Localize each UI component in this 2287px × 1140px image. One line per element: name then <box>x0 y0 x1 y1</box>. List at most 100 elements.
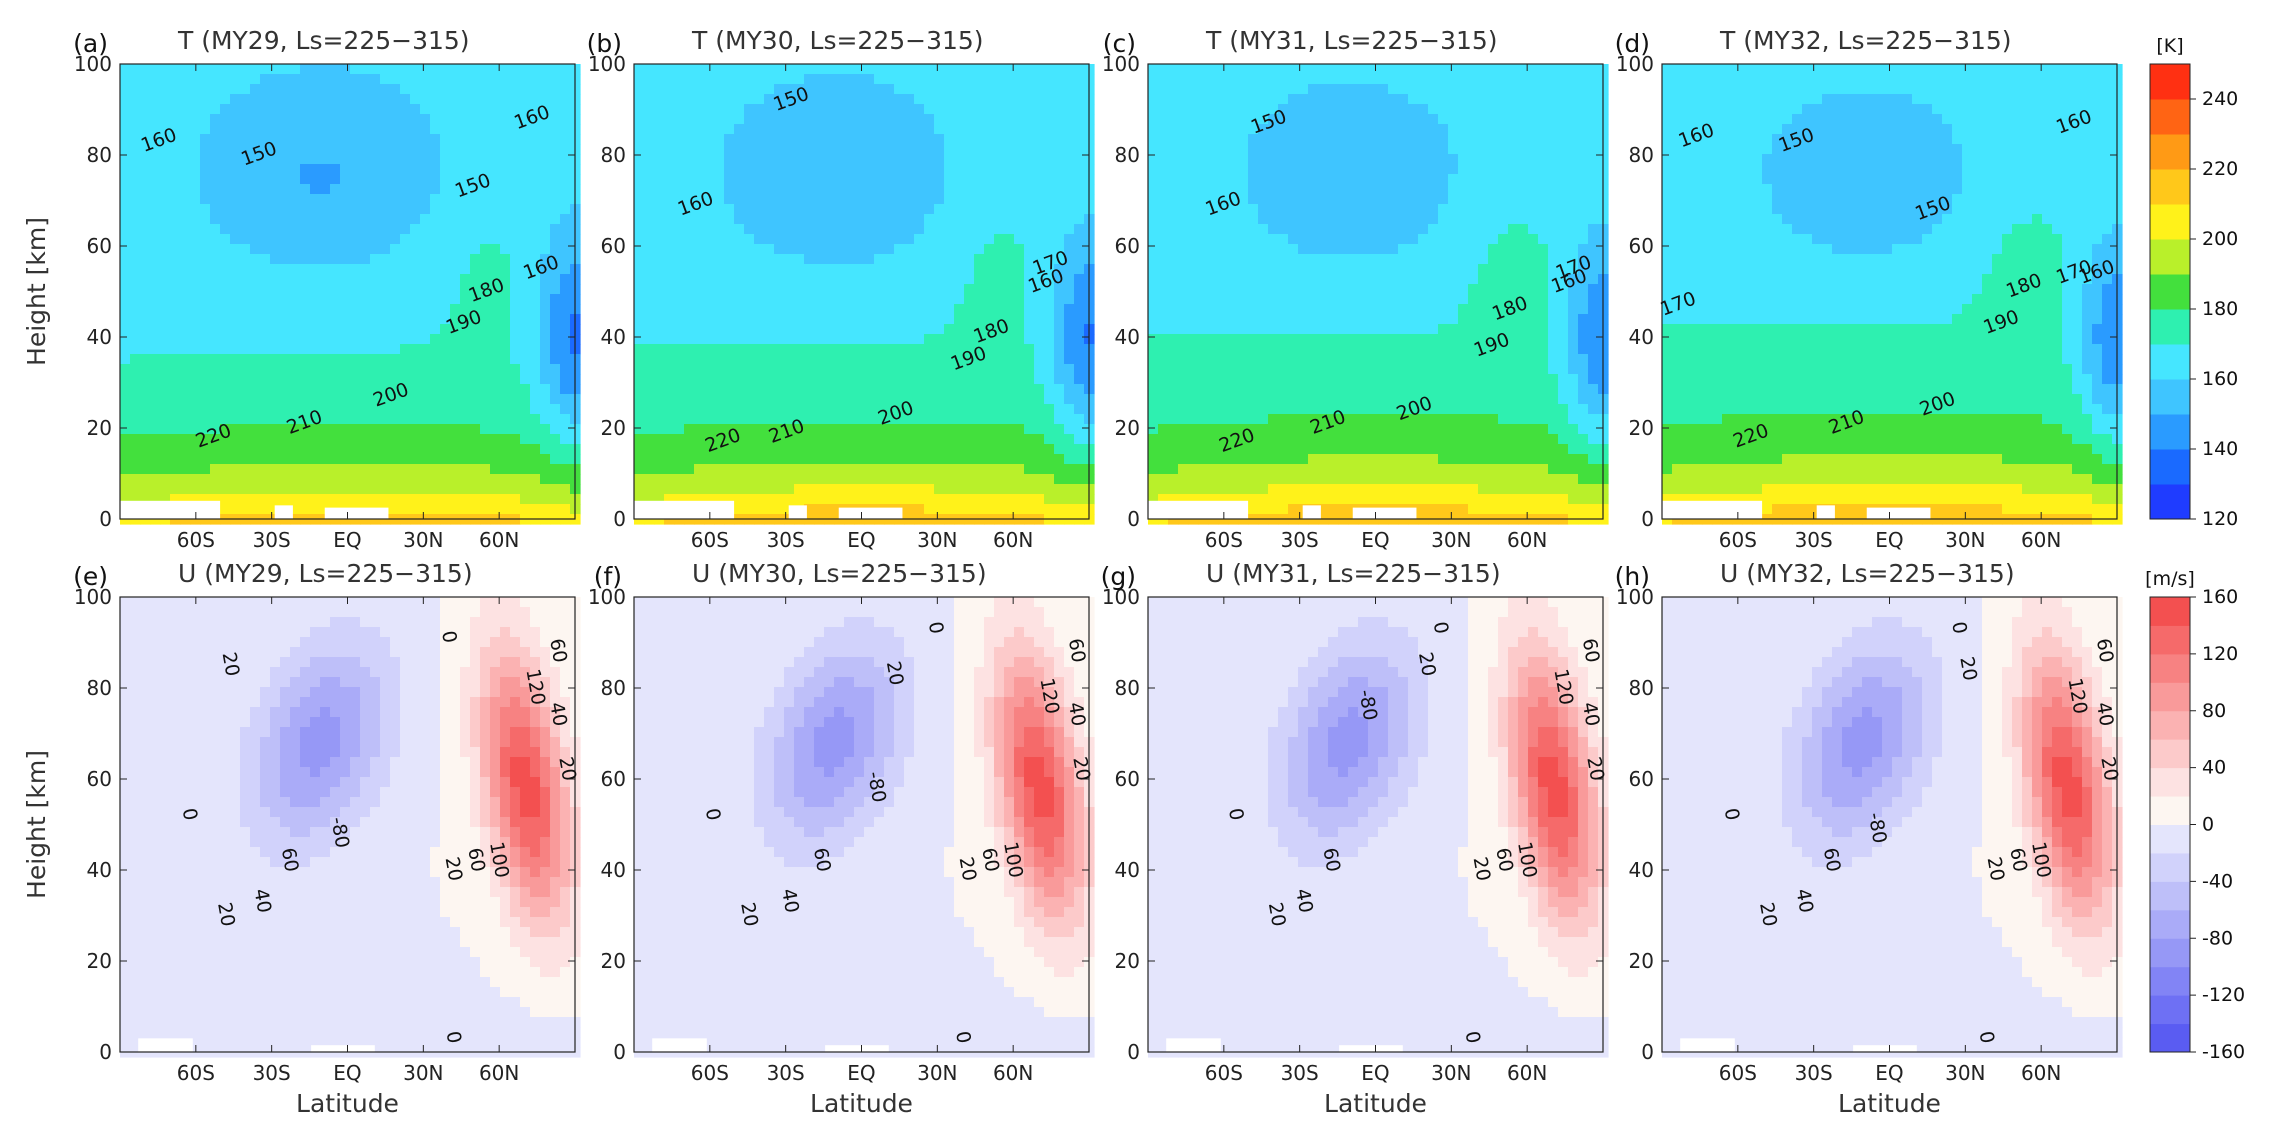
heatmap-cell <box>130 384 141 395</box>
heatmap-cell <box>1074 324 1085 335</box>
heatmap-cell <box>140 184 151 195</box>
heatmap-cell <box>844 254 855 265</box>
heatmap-cell <box>764 384 775 395</box>
heatmap-cell <box>1074 334 1085 345</box>
heatmap-cell <box>1064 504 1075 515</box>
heatmap-cell <box>814 94 825 105</box>
heatmap-cell <box>430 294 441 305</box>
heatmap-cell <box>1024 94 1035 105</box>
heatmap-cell <box>450 384 461 395</box>
heatmap-cell <box>290 104 301 115</box>
heatmap-cell <box>1024 484 1035 495</box>
heatmap-cell <box>360 344 371 355</box>
heatmap-cell <box>1278 154 1289 165</box>
heatmap-cell <box>1308 194 1319 205</box>
heatmap-cell <box>250 164 261 175</box>
heatmap-cell <box>1478 174 1489 185</box>
heatmap-cell <box>230 404 241 415</box>
heatmap-cell <box>934 474 945 485</box>
heatmap-cell <box>1228 114 1239 125</box>
heatmap-cell <box>704 174 715 185</box>
heatmap-cell <box>1588 94 1599 105</box>
heatmap-cell <box>210 344 221 355</box>
heatmap-cell <box>754 74 765 85</box>
heatmap-cell <box>1308 134 1319 145</box>
heatmap-cell <box>450 154 461 165</box>
heatmap-cell <box>330 494 341 505</box>
heatmap-cell <box>550 444 561 455</box>
heatmap-cell <box>250 434 261 445</box>
heatmap-cell <box>1064 204 1075 215</box>
heatmap-cell <box>1004 304 1015 315</box>
heatmap-cell <box>664 444 675 455</box>
heatmap-cell <box>954 94 965 105</box>
heatmap-cell <box>664 304 675 315</box>
heatmap-cell <box>1428 104 1439 115</box>
heatmap-cell <box>944 364 955 375</box>
heatmap-cell <box>674 194 685 205</box>
heatmap-cell <box>170 244 181 255</box>
heatmap-cell <box>300 294 311 305</box>
heatmap-cell <box>1074 74 1085 85</box>
heatmap-cell <box>460 284 471 295</box>
heatmap-cell <box>550 474 561 485</box>
heatmap-cell <box>904 164 915 175</box>
heatmap-cell <box>360 214 371 225</box>
heatmap-cell <box>744 214 755 225</box>
heatmap-cell <box>120 354 131 365</box>
heatmap-cell <box>510 434 521 445</box>
heatmap-cell <box>644 194 655 205</box>
heatmap-cell <box>784 434 795 445</box>
heatmap-cell <box>1054 364 1065 375</box>
heatmap-cell <box>874 354 885 365</box>
heatmap-cell <box>1004 494 1015 505</box>
heatmap-cell <box>724 454 735 465</box>
heatmap-cell <box>644 264 655 275</box>
heatmap-cell <box>804 224 815 235</box>
heatmap-cell <box>230 484 241 495</box>
heatmap-cell <box>844 464 855 475</box>
heatmap-cell <box>220 474 231 485</box>
heatmap-cell <box>1468 174 1479 185</box>
heatmap-cell <box>400 354 411 365</box>
heatmap-cell <box>884 64 895 75</box>
heatmap-cell <box>694 144 705 155</box>
heatmap-cell <box>190 154 201 165</box>
heatmap-cell <box>1568 184 1579 195</box>
heatmap-cell <box>984 234 995 245</box>
heatmap-cell <box>330 394 341 405</box>
heatmap-cell <box>814 354 825 365</box>
heatmap-cell <box>350 474 361 485</box>
heatmap-cell <box>784 114 795 125</box>
heatmap-cell <box>754 284 765 295</box>
heatmap-cell <box>530 144 541 155</box>
heatmap-cell <box>270 424 281 435</box>
heatmap-cell <box>1278 94 1289 105</box>
heatmap-cell <box>894 474 905 485</box>
heatmap-cell <box>1188 64 1199 75</box>
heatmap-cell <box>420 404 431 415</box>
heatmap-cell <box>250 344 261 355</box>
heatmap-cell <box>1508 184 1519 195</box>
heatmap-cell <box>240 234 251 245</box>
heatmap-cell <box>804 374 815 385</box>
heatmap-cell <box>1288 124 1299 135</box>
heatmap-cell <box>1308 154 1319 165</box>
heatmap-cell <box>450 274 461 285</box>
heatmap-cell <box>130 194 141 205</box>
heatmap-cell <box>874 284 885 295</box>
heatmap-cell <box>794 274 805 285</box>
heatmap-cell <box>520 284 531 295</box>
heatmap-cell <box>964 214 975 225</box>
heatmap-cell <box>774 254 785 265</box>
heatmap-cell <box>714 194 725 205</box>
heatmap-cell <box>754 114 765 125</box>
heatmap-cell <box>560 284 571 295</box>
heatmap-cell <box>1034 134 1045 145</box>
heatmap-cell <box>704 254 715 265</box>
heatmap-cell <box>1064 254 1075 265</box>
heatmap-cell <box>370 274 381 285</box>
heatmap-cell <box>280 254 291 265</box>
heatmap-cell <box>370 184 381 195</box>
